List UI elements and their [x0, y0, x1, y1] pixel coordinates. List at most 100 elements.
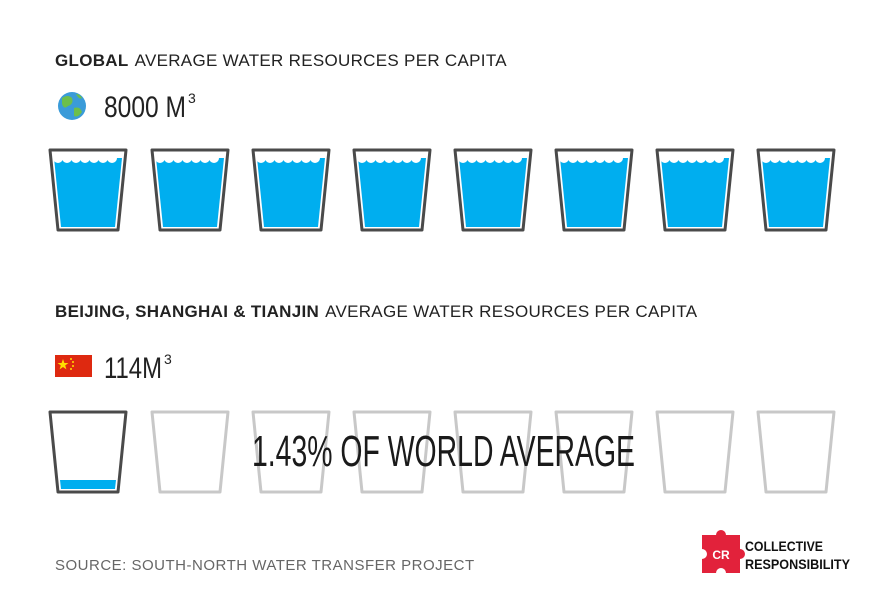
- wave: [660, 153, 670, 163]
- wave: [292, 153, 302, 163]
- heading-text: AVERAGE WATER RESOURCES PER CAPITA: [135, 51, 508, 70]
- logo-line: RESPONSIBILITY: [745, 556, 851, 572]
- wave: [107, 153, 117, 163]
- wave: [164, 153, 174, 163]
- wave: [71, 153, 81, 163]
- glass: [453, 410, 533, 494]
- wave: [173, 153, 183, 163]
- china-heading: BEIJING, SHANGHAI & TIANJIN AVERAGE WATER…: [55, 302, 698, 321]
- heading-bold: GLOBAL: [55, 51, 129, 70]
- glass: [453, 148, 533, 232]
- empty-glasses: [48, 410, 836, 494]
- global-heading: GLOBAL AVERAGE WATER RESOURCES PER CAPITA: [55, 51, 507, 70]
- wave: [80, 153, 90, 163]
- glass: [756, 148, 836, 232]
- glass: [150, 148, 230, 232]
- wave: [815, 153, 825, 163]
- glass: [554, 148, 634, 232]
- water: [257, 158, 325, 227]
- china-flag: [55, 355, 92, 377]
- logo-line: COLLECTIVE: [745, 538, 823, 554]
- water: [661, 158, 729, 227]
- logo: CR COLLECTIVE RESPONSIBILITY: [702, 530, 851, 573]
- wave: [402, 153, 412, 163]
- wave: [467, 153, 477, 163]
- water: [156, 158, 224, 227]
- wave: [613, 153, 623, 163]
- wave: [384, 153, 394, 163]
- wave: [779, 153, 789, 163]
- glass: [554, 410, 634, 494]
- wave: [375, 153, 385, 163]
- wave: [797, 153, 807, 163]
- wave: [669, 153, 679, 163]
- wave: [714, 153, 724, 163]
- wave: [89, 153, 99, 163]
- wave: [604, 153, 614, 163]
- wave: [705, 153, 715, 163]
- wave: [595, 153, 605, 163]
- glass: [756, 410, 836, 494]
- wave: [182, 153, 192, 163]
- wave: [687, 153, 697, 163]
- wave: [458, 153, 468, 163]
- wave: [256, 153, 266, 163]
- wave: [586, 153, 596, 163]
- water: [60, 480, 116, 489]
- water: [459, 158, 527, 227]
- glass: [150, 410, 230, 494]
- wave: [53, 153, 63, 163]
- glass: [655, 148, 735, 232]
- logo-mark: CR: [712, 548, 730, 562]
- glass: [352, 410, 432, 494]
- wave: [485, 153, 495, 163]
- wave: [155, 153, 165, 163]
- wave: [761, 153, 771, 163]
- full-glasses: [48, 148, 836, 232]
- wave: [788, 153, 798, 163]
- wave: [806, 153, 816, 163]
- wave: [770, 153, 780, 163]
- wave: [678, 153, 688, 163]
- water: [54, 158, 122, 227]
- glass: [655, 410, 735, 494]
- china-amount: 114M: [104, 352, 162, 385]
- wave: [98, 153, 108, 163]
- wave: [283, 153, 293, 163]
- wave: [357, 153, 367, 163]
- wave: [568, 153, 578, 163]
- glass: [251, 148, 331, 232]
- wave: [62, 153, 72, 163]
- unit-exponent: 3: [164, 351, 172, 367]
- glass: [251, 410, 331, 494]
- wave: [200, 153, 210, 163]
- water: [560, 158, 628, 227]
- wave: [393, 153, 403, 163]
- wave: [559, 153, 569, 163]
- wave: [310, 153, 320, 163]
- wave: [494, 153, 504, 163]
- wave: [209, 153, 219, 163]
- wave: [577, 153, 587, 163]
- wave: [512, 153, 522, 163]
- heading-bold: BEIJING, SHANGHAI & TIANJIN: [55, 302, 319, 321]
- water: [358, 158, 426, 227]
- heading-text: AVERAGE WATER RESOURCES PER CAPITA: [325, 302, 698, 321]
- wave: [191, 153, 201, 163]
- wave: [476, 153, 486, 163]
- comparison: 1.43% OF WORLD AVERAGE: [252, 427, 635, 476]
- wave: [274, 153, 284, 163]
- glass: [48, 148, 128, 232]
- wave: [696, 153, 706, 163]
- global-amount: 8000 M: [104, 91, 186, 124]
- unit-exponent: 3: [188, 90, 196, 106]
- source: SOURCE: SOUTH-NORTH WATER TRANSFER PROJE…: [55, 557, 475, 574]
- glass: [352, 148, 432, 232]
- earth-icon: [58, 92, 86, 120]
- wave: [265, 153, 275, 163]
- wave: [366, 153, 376, 163]
- water: [762, 158, 830, 227]
